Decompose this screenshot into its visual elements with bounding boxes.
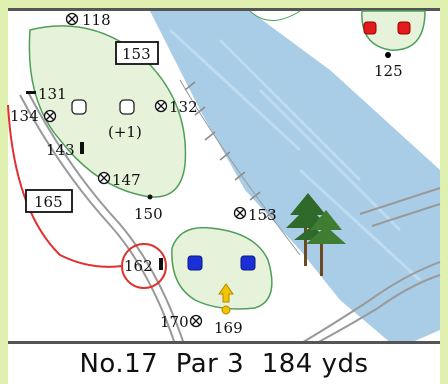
label-153-box: 153 xyxy=(122,45,151,63)
hole-par: Par 3 xyxy=(175,349,245,379)
cart-path-right xyxy=(299,261,441,345)
red-tee-marker-left xyxy=(363,21,377,35)
label-143: 143 xyxy=(46,141,75,159)
circle-cross-icon xyxy=(43,12,247,328)
cart-path-edge xyxy=(27,91,185,345)
box-153 xyxy=(115,41,159,65)
label-118: 118 xyxy=(82,11,111,29)
hole-number: No.17 xyxy=(79,349,159,379)
label-134: 134 xyxy=(10,107,39,125)
label-153: 153 xyxy=(248,206,277,224)
label-132: 132 xyxy=(169,98,198,116)
hole-distance: 184 yds xyxy=(261,349,369,379)
red-tee-marker-right xyxy=(397,21,411,35)
black-bar-icon-162 xyxy=(159,258,163,270)
hazard-edge-line xyxy=(179,79,301,256)
box-165 xyxy=(25,189,73,213)
hazard-edge-ticks xyxy=(184,81,276,219)
tee-arrow-icon xyxy=(218,283,234,303)
label-125: 125 xyxy=(374,62,403,80)
distance-dot-150 xyxy=(147,194,153,200)
label-131: 131 xyxy=(38,85,67,103)
blue-tee-marker-left xyxy=(187,255,203,271)
water-ripples xyxy=(168,28,422,282)
black-bar-icon-131 xyxy=(26,91,36,94)
label-plus1: (+1) xyxy=(108,123,142,141)
cart-path xyxy=(19,94,176,345)
label-150: 150 xyxy=(134,205,163,223)
water-hazard xyxy=(150,11,440,344)
label-165-box: 165 xyxy=(34,193,63,211)
label-170: 170 xyxy=(160,313,189,331)
label-169: 169 xyxy=(214,319,243,337)
pine-tree-icon xyxy=(286,193,346,276)
black-bar-icon-143 xyxy=(80,142,84,154)
red-line xyxy=(7,104,123,268)
hole-caption: No.17 Par 3 184 yds xyxy=(8,344,440,384)
tee-yellow-dot xyxy=(221,305,231,315)
top-green-edge xyxy=(249,10,301,21)
pin-marker-right xyxy=(119,99,135,115)
label-162: 162 xyxy=(124,257,153,275)
label-147: 147 xyxy=(112,171,141,189)
blue-tee-marker-right xyxy=(240,255,256,271)
cart-path-far xyxy=(359,187,441,227)
cart-path-right-edge xyxy=(314,274,441,345)
pin-marker-left xyxy=(71,99,87,115)
map-top-border xyxy=(8,8,440,11)
distance-dot-125 xyxy=(385,52,391,58)
map-bottom-border xyxy=(8,341,440,344)
tee-box xyxy=(171,226,273,310)
